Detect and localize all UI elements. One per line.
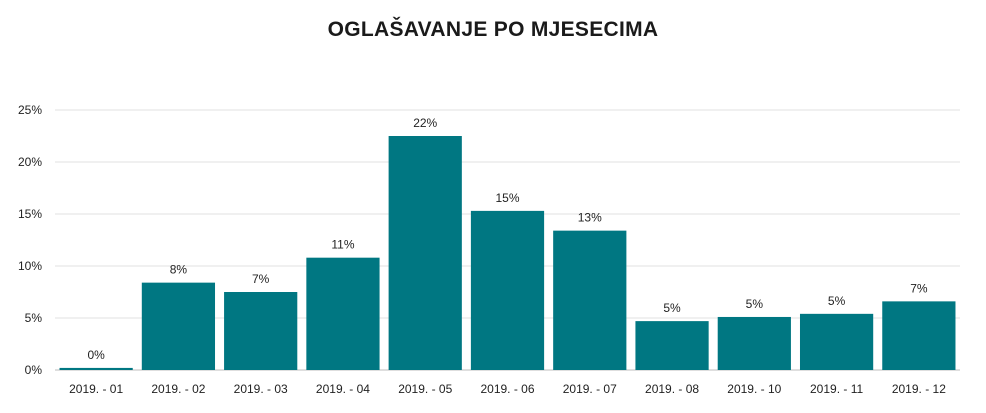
chart-title: OGLAŠAVANJE PO MJESECIMA (327, 18, 659, 41)
bar (388, 136, 462, 370)
x-tick-label: 2019. - 12 (892, 382, 946, 396)
data-label: 13% (578, 211, 602, 225)
bar (141, 282, 216, 370)
bar (306, 257, 380, 370)
x-tick-label: 2019. - 01 (69, 382, 123, 396)
bar (799, 313, 874, 370)
bar (470, 210, 545, 370)
x-tick-label: 2019. - 11 (810, 382, 863, 396)
x-tick-label: 2019. - 02 (151, 382, 205, 396)
data-label: 22% (413, 116, 437, 130)
bar (224, 292, 298, 370)
x-tick-label: 2019. - 03 (234, 382, 288, 396)
data-label: 7% (252, 272, 270, 286)
x-tick-label: 2019. - 05 (398, 382, 452, 396)
data-labels: 0% 8% 7% 11% 22% 15% 13% 5% 5% 5% 7% (87, 116, 927, 362)
y-tick-label: 10% (18, 259, 42, 273)
x-tick-label: 2019. - 04 (316, 382, 370, 396)
bar (882, 301, 956, 370)
y-tick-label: 0% (25, 363, 43, 377)
bar (717, 316, 791, 370)
data-label: 15% (495, 191, 519, 205)
bars (59, 136, 956, 370)
data-label: 8% (170, 263, 188, 277)
data-label: 11% (331, 238, 354, 252)
y-tick-label: 15% (18, 207, 42, 221)
x-axis-ticks: 2019. - 01 2019. - 02 2019. - 03 2019. - 04… (69, 382, 946, 396)
data-label: 5% (746, 297, 764, 311)
bar (553, 230, 627, 370)
y-tick-label: 25% (18, 103, 42, 117)
data-label: 0% (87, 348, 105, 362)
data-label: 5% (663, 301, 681, 315)
bar (635, 321, 709, 370)
x-tick-label: 2019. - 10 (727, 382, 781, 396)
x-tick-label: 2019. - 08 (645, 382, 699, 396)
y-tick-label: 5% (25, 311, 43, 325)
data-label: 7% (910, 281, 928, 295)
data-label: 5% (828, 294, 846, 308)
x-tick-label: 2019. - 06 (480, 382, 534, 396)
y-tick-label: 20% (18, 155, 42, 169)
bar (59, 367, 133, 370)
x-tick-label: 2019. - 07 (563, 382, 617, 396)
y-axis-ticks: 0% 5% 10% 15% 20% 25% (18, 103, 42, 377)
